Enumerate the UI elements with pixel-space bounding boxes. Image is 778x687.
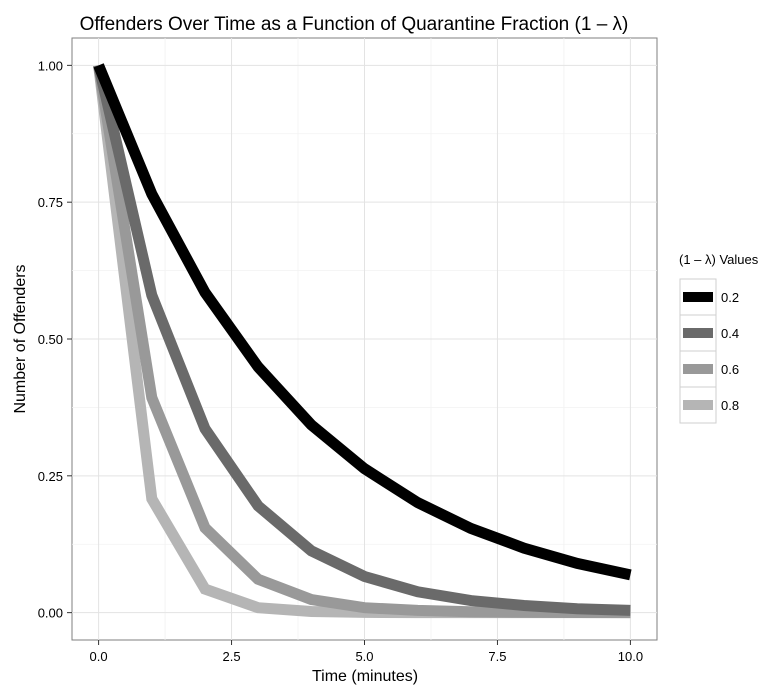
y-tick-label: 0.75 bbox=[38, 195, 63, 210]
y-tick-label: 0.25 bbox=[38, 469, 63, 484]
y-tick-label: 0.50 bbox=[38, 332, 63, 347]
y-tick-label: 1.00 bbox=[38, 58, 63, 73]
x-axis-title: Time (minutes) bbox=[312, 668, 418, 685]
y-axis-title: Number of Offenders bbox=[12, 264, 29, 413]
chart-title: Offenders Over Time as a Function of Qua… bbox=[80, 14, 629, 35]
legend-title: (1 – λ) Values bbox=[679, 252, 759, 267]
legend-label-0.2: 0.2 bbox=[721, 290, 739, 305]
legend-label-0.4: 0.4 bbox=[721, 326, 739, 341]
legend-label-0.6: 0.6 bbox=[721, 362, 739, 377]
x-tick-label: 0.0 bbox=[90, 649, 108, 664]
y-axis-ticks: 0.00 0.25 0.50 0.75 1.00 bbox=[38, 58, 72, 621]
legend-label-0.8: 0.8 bbox=[721, 398, 739, 413]
x-tick-label: 5.0 bbox=[355, 649, 373, 664]
y-tick-label: 0.00 bbox=[38, 606, 63, 621]
series-line-0.6 bbox=[93, 64, 631, 619]
series-lines bbox=[93, 63, 632, 619]
legend: (1 – λ) Values 0.2 0.4 0.6 0.8 bbox=[679, 252, 759, 424]
x-axis-ticks: 0.0 2.5 5.0 7.5 10.0 bbox=[90, 640, 643, 664]
x-tick-label: 2.5 bbox=[223, 649, 241, 664]
series-line-0.2 bbox=[93, 63, 632, 581]
x-tick-label: 7.5 bbox=[488, 649, 506, 664]
series-line-0.4 bbox=[93, 64, 631, 616]
x-tick-label: 10.0 bbox=[618, 649, 643, 664]
